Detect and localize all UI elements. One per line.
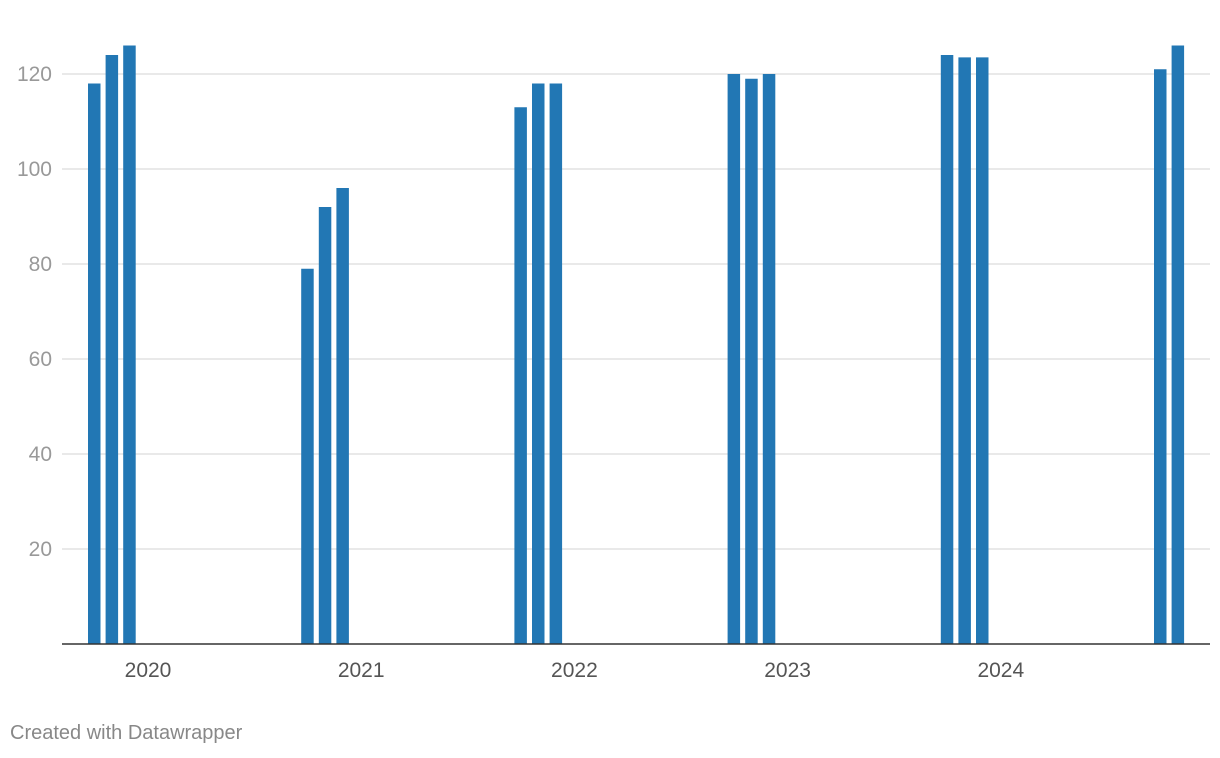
y-tick-label: 60 bbox=[29, 348, 52, 371]
bar bbox=[514, 107, 527, 644]
bar bbox=[1171, 45, 1185, 644]
bar bbox=[301, 268, 314, 644]
credit-text: Created with Datawrapper bbox=[10, 722, 243, 744]
y-tick-label: 40 bbox=[29, 443, 52, 466]
y-tick-label: 100 bbox=[17, 158, 52, 181]
bar bbox=[318, 207, 332, 644]
bar bbox=[105, 55, 119, 644]
bar bbox=[940, 55, 954, 644]
bars bbox=[88, 45, 1185, 644]
x-tick-label: 2020 bbox=[125, 659, 172, 682]
bar bbox=[762, 74, 776, 644]
x-axis-ticks: 2020 2021 2022 2023 2024 bbox=[125, 659, 1025, 682]
bar bbox=[123, 45, 136, 644]
bar bbox=[745, 78, 758, 644]
bar bbox=[1154, 69, 1167, 644]
x-tick-label: 2024 bbox=[977, 659, 1024, 682]
bar bbox=[549, 83, 563, 644]
y-tick-label: 20 bbox=[29, 538, 52, 561]
x-tick-label: 2022 bbox=[551, 659, 598, 682]
bar bbox=[336, 188, 349, 644]
x-tick-label: 2021 bbox=[338, 659, 385, 682]
gridlines bbox=[62, 73, 1210, 550]
bar bbox=[88, 83, 101, 644]
bar bbox=[976, 57, 989, 644]
bar bbox=[727, 74, 741, 644]
y-axis-ticks: 20 40 60 80 100 120 bbox=[17, 63, 52, 561]
y-tick-label: 80 bbox=[29, 253, 52, 276]
y-tick-label: 120 bbox=[17, 63, 52, 86]
bar bbox=[532, 83, 545, 644]
bar bbox=[958, 57, 971, 644]
x-tick-label: 2023 bbox=[764, 659, 811, 682]
bar-chart: 20 40 60 80 100 120 2020 2021 2022 2023 2024 bbox=[17, 45, 1210, 682]
